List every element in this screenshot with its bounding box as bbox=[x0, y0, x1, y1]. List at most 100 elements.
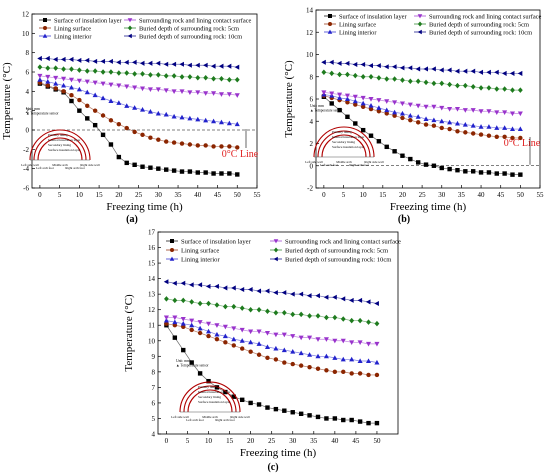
inset-layer-label: Internal insulation layer bbox=[198, 390, 231, 394]
inset-lining-arc bbox=[187, 389, 233, 413]
data-point bbox=[124, 70, 130, 76]
data-point bbox=[132, 85, 138, 91]
y-tick-label: 13 bbox=[148, 291, 156, 299]
data-point bbox=[360, 104, 366, 109]
data-point bbox=[384, 111, 389, 116]
data-point bbox=[439, 80, 445, 87]
data-point bbox=[179, 89, 185, 94]
data-point bbox=[171, 73, 177, 79]
inset-lining-arc bbox=[183, 385, 237, 413]
data-point bbox=[45, 65, 51, 71]
inset-layer-label: Secondary lining bbox=[198, 395, 221, 399]
data-point bbox=[315, 293, 320, 299]
data-point bbox=[147, 87, 153, 93]
y-tick-label: 16 bbox=[148, 244, 156, 252]
data-point bbox=[273, 290, 278, 296]
data-point bbox=[357, 358, 363, 363]
data-point bbox=[501, 70, 507, 76]
data-point bbox=[235, 145, 240, 150]
inset-position-label: Left arch foot bbox=[320, 163, 338, 167]
data-point bbox=[189, 322, 195, 328]
data-point bbox=[290, 361, 295, 367]
y-tick-label: 0 bbox=[26, 127, 30, 135]
data-point bbox=[494, 125, 500, 130]
x-tick-label: 35 bbox=[175, 191, 183, 199]
data-point bbox=[187, 62, 192, 68]
x-tick-label: 5 bbox=[342, 191, 346, 199]
data-point bbox=[234, 76, 240, 83]
data-point bbox=[124, 59, 129, 65]
data-point bbox=[324, 416, 329, 421]
data-point bbox=[206, 333, 211, 339]
inset-layer-label: Primary lining bbox=[48, 133, 68, 137]
data-point bbox=[360, 74, 366, 80]
legend-label: Lining surface bbox=[181, 247, 219, 254]
data-point bbox=[172, 323, 178, 328]
x-tick-label: 30 bbox=[289, 437, 297, 445]
series-4 bbox=[321, 69, 523, 93]
data-point bbox=[214, 337, 220, 342]
data-point bbox=[77, 97, 82, 103]
y-tick-label: -2 bbox=[23, 146, 29, 154]
y-tick-label: 8 bbox=[152, 368, 156, 376]
data-point bbox=[384, 107, 390, 113]
data-point bbox=[273, 332, 279, 338]
legend-swatch-marker bbox=[328, 22, 332, 26]
data-point bbox=[298, 350, 304, 356]
data-point bbox=[486, 133, 492, 138]
data-point bbox=[171, 61, 177, 67]
data-point bbox=[76, 86, 82, 92]
inset-sensor-label: ▲ Temperature sensor bbox=[176, 364, 209, 368]
data-point bbox=[384, 64, 389, 70]
data-point bbox=[92, 122, 98, 128]
data-point bbox=[69, 66, 74, 72]
data-point bbox=[239, 327, 245, 333]
data-point bbox=[455, 168, 460, 173]
legend-label: Buried depth of surrounding rock: 10cm bbox=[139, 33, 242, 40]
data-point bbox=[431, 80, 437, 87]
y-tick-label: 4 bbox=[152, 431, 156, 439]
data-point bbox=[298, 311, 304, 318]
data-point bbox=[248, 349, 253, 354]
data-point bbox=[248, 339, 254, 345]
data-point bbox=[132, 71, 138, 77]
data-point bbox=[92, 68, 98, 74]
data-point bbox=[163, 88, 169, 94]
tunnel-cross-section-inset: Unit: mm▲ Temperature sensor Primary lini… bbox=[21, 107, 100, 170]
data-point bbox=[203, 143, 208, 148]
data-point bbox=[164, 321, 169, 326]
data-point bbox=[400, 77, 405, 83]
data-point bbox=[256, 329, 262, 335]
data-point bbox=[187, 142, 193, 147]
legend-swatch-marker bbox=[273, 247, 279, 253]
y-tick-label: 15 bbox=[148, 260, 156, 268]
data-point bbox=[239, 338, 245, 343]
y-tick-label: 4 bbox=[26, 88, 30, 96]
data-point bbox=[108, 142, 114, 147]
data-point bbox=[172, 315, 178, 321]
data-point bbox=[92, 108, 98, 113]
data-point bbox=[180, 280, 186, 286]
legend-label: Surface of insulation layer bbox=[339, 13, 407, 20]
y-tick-label: 0 bbox=[310, 162, 314, 170]
data-point bbox=[264, 331, 271, 336]
data-point bbox=[494, 69, 499, 75]
data-point bbox=[510, 135, 515, 141]
data-point bbox=[324, 368, 329, 373]
data-point bbox=[155, 60, 161, 66]
data-point bbox=[164, 167, 169, 172]
data-point bbox=[235, 172, 240, 177]
data-point bbox=[100, 58, 106, 64]
data-point bbox=[234, 93, 240, 98]
data-point bbox=[298, 291, 304, 297]
data-point bbox=[357, 371, 363, 376]
data-point bbox=[179, 141, 185, 146]
data-point bbox=[349, 356, 355, 362]
data-point bbox=[45, 83, 50, 88]
series-2 bbox=[37, 77, 240, 127]
data-point bbox=[368, 63, 373, 69]
data-point bbox=[470, 131, 476, 136]
data-point bbox=[148, 135, 153, 140]
data-point bbox=[163, 315, 169, 321]
